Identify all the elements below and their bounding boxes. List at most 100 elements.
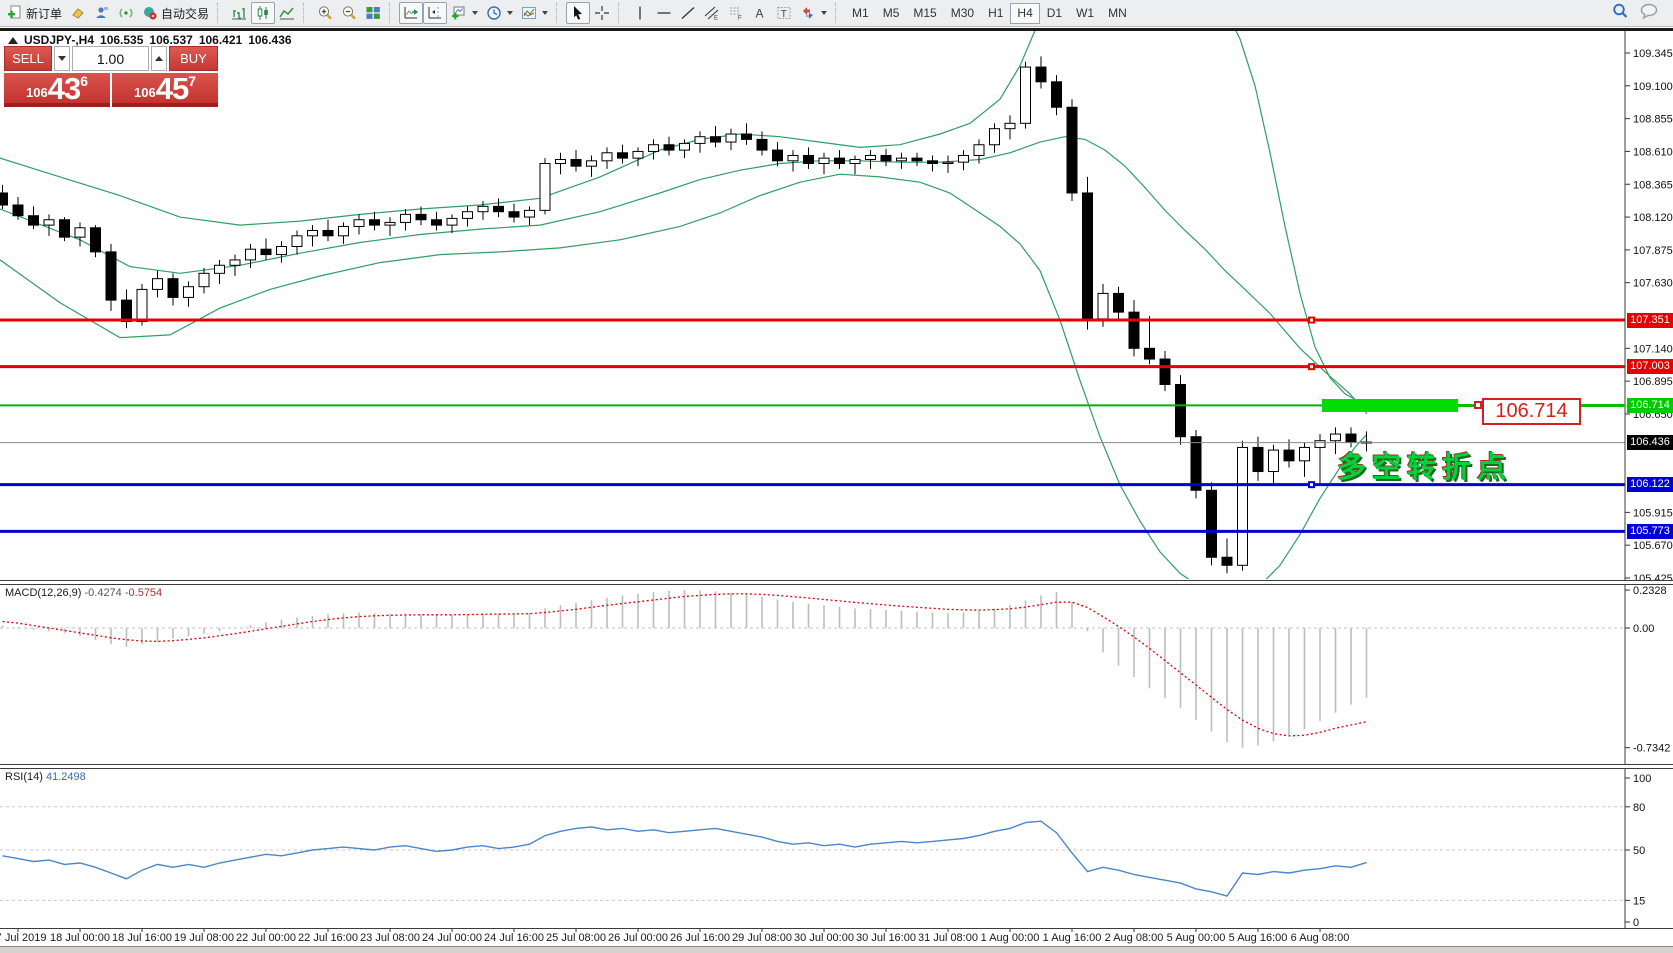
svg-text:108.120: 108.120 <box>1633 212 1673 224</box>
timeframe-h1[interactable]: H1 <box>988 6 1004 20</box>
profiles-dropdown[interactable] <box>482 2 517 24</box>
new-chart-icon <box>451 5 467 21</box>
sell-price-main: 43 <box>47 71 81 106</box>
chart-shift-button[interactable] <box>423 2 448 24</box>
price-badge-106.122: 106.122 <box>1627 477 1673 493</box>
price-badge-107.003: 107.003 <box>1627 359 1673 375</box>
price-badge-107.351: 107.351 <box>1627 312 1673 328</box>
new-chart-dropdown[interactable] <box>447 2 482 24</box>
zoom-in-icon <box>317 5 333 21</box>
svg-text:0.00: 0.00 <box>1633 623 1654 635</box>
cursor-button[interactable] <box>566 2 591 24</box>
buy-button[interactable]: BUY <box>169 46 218 71</box>
svg-text:105.915: 105.915 <box>1633 507 1673 519</box>
eraser-button[interactable] <box>66 2 90 24</box>
channel-tool[interactable]: E <box>700 2 724 24</box>
triangle-down-icon <box>58 56 66 61</box>
svg-text:106.895: 106.895 <box>1633 376 1673 388</box>
new-order-button[interactable]: 新订单 <box>3 2 66 24</box>
trendline-tool[interactable] <box>676 2 700 24</box>
sell-button[interactable]: SELL <box>4 46 52 71</box>
volume-increase-button[interactable] <box>151 46 167 71</box>
line-chart-icon <box>279 5 295 21</box>
auto-trading-label: 自动交易 <box>161 6 210 21</box>
price-tag-box[interactable]: 106.714 <box>1482 398 1581 425</box>
collapse-arrow-icon[interactable] <box>8 36 18 44</box>
tag-connector-line <box>1581 404 1625 407</box>
axis-border <box>0 928 1673 929</box>
fibonacci-tool[interactable]: F <box>724 2 748 24</box>
sell-price-display[interactable]: 106 43 6 <box>4 73 110 107</box>
vertical-line-icon <box>632 5 648 21</box>
horizontal-line-icon <box>656 5 672 21</box>
ohlc-high: 106.537 <box>149 33 193 47</box>
auto-trading-button[interactable]: 自动交易 <box>138 2 213 24</box>
symbol-period-label: USDJPY-,H4 <box>24 33 95 47</box>
svg-text:108.365: 108.365 <box>1633 179 1673 191</box>
time-label: 22 Jul 00:00 <box>236 932 296 944</box>
timeframe-m5[interactable]: M5 <box>882 6 900 20</box>
panel-separator[interactable] <box>0 580 1673 585</box>
text-tool[interactable]: A <box>748 2 772 24</box>
trendline-icon <box>680 5 696 21</box>
timeframe-m30[interactable]: M30 <box>950 6 975 20</box>
toolbar-separator <box>217 3 224 23</box>
eraser-icon <box>70 5 86 21</box>
svg-text:107.140: 107.140 <box>1633 343 1673 355</box>
timeframe-w1[interactable]: W1 <box>1076 6 1095 20</box>
auto-scroll-button[interactable] <box>399 2 424 24</box>
panel-separator[interactable] <box>0 764 1673 769</box>
buy-price-display[interactable]: 106 45 7 <box>112 73 218 107</box>
volume-decrease-button[interactable] <box>54 46 70 71</box>
triangle-up-icon <box>155 56 163 61</box>
pivot-annotation[interactable]: 多空转折点 <box>1337 452 1513 484</box>
zoom-in-button[interactable] <box>313 2 337 24</box>
window-bottom-edge <box>0 946 1673 953</box>
auto-scroll-icon <box>403 5 419 21</box>
line-chart-button[interactable] <box>275 2 299 24</box>
timeframe-m1[interactable]: M1 <box>852 6 869 20</box>
svg-text:108.855: 108.855 <box>1633 114 1673 126</box>
profile-button[interactable] <box>90 2 114 24</box>
chat-icon[interactable] <box>1639 2 1659 25</box>
text-label-tool[interactable]: T <box>772 2 796 24</box>
rsi-value: 41.2498 <box>45 771 86 783</box>
toolbar-separator <box>618 3 625 23</box>
zoom-out-button[interactable] <box>337 2 361 24</box>
timeframe-m15[interactable]: M15 <box>913 6 937 20</box>
highlight-zone-rect[interactable] <box>1322 399 1458 412</box>
arrows-dropdown[interactable] <box>796 2 831 24</box>
timeframe-mn[interactable]: MN <box>1108 6 1127 20</box>
macd-name: MACD(12,26,9) <box>5 587 82 599</box>
rsi-header: RSI(14) 41.2498 <box>5 771 86 783</box>
svg-text:107.875: 107.875 <box>1633 245 1673 257</box>
timeframe-d1[interactable]: D1 <box>1046 6 1063 20</box>
rsi-name: RSI(14) <box>5 771 43 783</box>
one-click-trade-panel: SELL 1.00 BUY 106 43 6 106 45 7 <box>4 46 218 107</box>
volume-input[interactable]: 1.00 <box>72 46 149 71</box>
svg-text:50: 50 <box>1633 845 1645 857</box>
ohlc-low: 106.421 <box>198 33 243 47</box>
signal-button[interactable] <box>114 2 138 24</box>
candlestick-chart-button[interactable] <box>251 2 276 24</box>
new-order-icon <box>7 5 23 21</box>
search-icon[interactable] <box>1611 2 1629 25</box>
bar-chart-button[interactable] <box>227 2 251 24</box>
crosshair-button[interactable] <box>590 2 614 24</box>
clock-icon <box>486 5 502 21</box>
time-label: 26 Jul 16:00 <box>670 932 730 944</box>
horizontal-line-tool[interactable] <box>652 2 676 24</box>
vertical-line-tool[interactable] <box>628 2 652 24</box>
time-label: 18 Jul 16:00 <box>112 932 172 944</box>
main-toolbar: 新订单 自动交易 E F A T M1 M5 M <box>0 0 1673 27</box>
tag-connector-line <box>1458 404 1482 407</box>
indicators-dropdown[interactable] <box>517 2 552 24</box>
tile-windows-button[interactable] <box>361 2 385 24</box>
profile-icon <box>94 5 110 21</box>
window-divider <box>0 28 1673 31</box>
timeframe-h4[interactable]: H4 <box>1010 2 1040 24</box>
auto-trading-icon <box>142 5 158 21</box>
toolbar-separator <box>835 3 842 23</box>
chevron-down-icon <box>542 11 549 15</box>
